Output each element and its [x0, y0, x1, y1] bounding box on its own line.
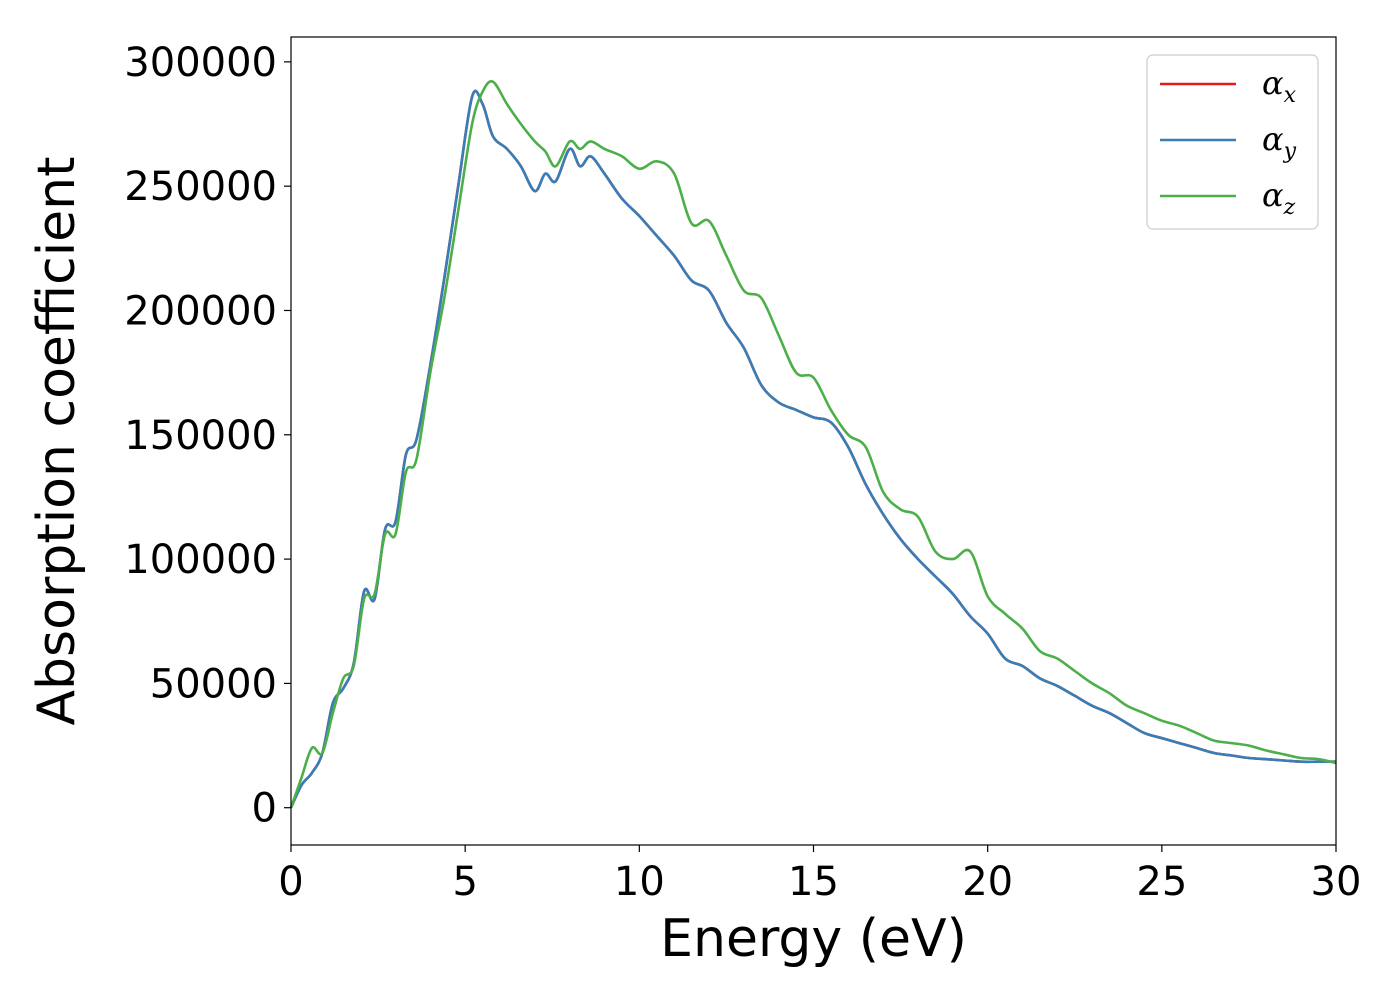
y-tick-label: 0 [252, 786, 277, 832]
legend-label-y: αy [1262, 120, 1297, 164]
y-axis-title: Absorption coefficient [27, 156, 87, 725]
y-tick-label: 100000 [124, 537, 277, 583]
x-axis: 0 5 10 15 20 25 30 [278, 845, 1361, 905]
y-tick-label: 250000 [124, 164, 277, 210]
legend-label-x: αx [1262, 64, 1297, 108]
x-axis-title: Energy (eV) [660, 909, 967, 969]
x-tick-label: 0 [278, 859, 303, 905]
y-axis: 0 50000 100000 150000 200000 250000 300000 [124, 40, 291, 832]
legend-label-z: αz [1262, 176, 1296, 220]
series-layer [289, 80, 1337, 809]
x-tick-label: 25 [1136, 859, 1187, 905]
legend: αx αy αz [1146, 54, 1319, 230]
legend-frame [1146, 54, 1319, 230]
series-line-y [289, 89, 1336, 809]
x-tick-label: 5 [452, 859, 477, 905]
y-tick-label: 150000 [124, 413, 277, 459]
series-line-z [289, 80, 1337, 809]
x-tick-label: 30 [1311, 859, 1362, 905]
y-tick-label: 300000 [124, 40, 277, 86]
y-tick-label: 200000 [124, 288, 277, 334]
y-tick-label: 50000 [150, 661, 277, 707]
x-tick-label: 10 [614, 859, 665, 905]
x-tick-label: 15 [788, 859, 839, 905]
x-tick-label: 20 [962, 859, 1013, 905]
